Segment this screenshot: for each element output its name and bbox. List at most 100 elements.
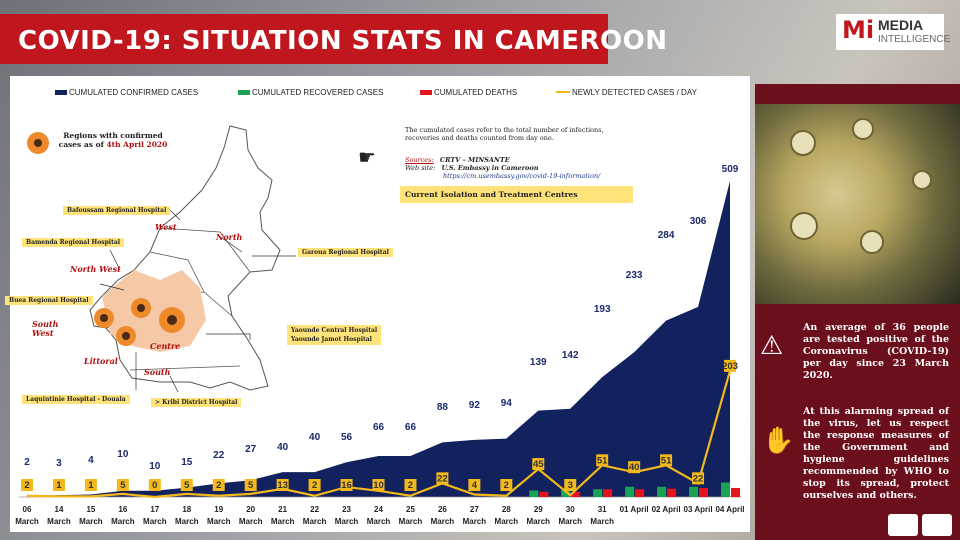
x-tick-label-month: March — [79, 517, 103, 526]
hospital-yaounde-central: Yaounde Central Hospital Yaounde Jamot H… — [287, 325, 382, 345]
new-cases-label: 203 — [722, 361, 738, 372]
new-cases-label-bg — [436, 472, 449, 485]
x-tick-label-month: March — [239, 517, 263, 526]
x-tick-label-month: March — [463, 517, 487, 526]
region-marker — [159, 307, 185, 333]
website-url[interactable]: https://cm.usembassy.gov/covid-19-inform… — [443, 172, 601, 180]
new-cases-label: 10 — [373, 480, 384, 491]
x-tick-label: 01 April — [620, 505, 649, 514]
recovered-bar — [529, 490, 539, 497]
x-tick-label-month: March — [207, 517, 231, 526]
x-tick-label: 15 — [86, 505, 95, 514]
new-cases-label: 5 — [184, 480, 190, 491]
legend-swatch-recovered — [238, 90, 250, 95]
region-south-west: South West — [32, 319, 59, 338]
new-cases-label: 51 — [661, 455, 672, 466]
region-centre: Centre — [150, 341, 181, 351]
deaths-bar — [667, 488, 677, 497]
new-cases-label: 22 — [437, 473, 448, 484]
x-tick-label: 17 — [150, 505, 159, 514]
sources-label: Sources: — [405, 156, 434, 164]
hospital-bafoussam: Bafoussam Regional Hospital — [63, 206, 171, 215]
confirmed-label: 10 — [117, 449, 129, 460]
new-cases-label-bg — [180, 479, 193, 491]
region-west: West — [155, 222, 177, 232]
new-cases-label-bg — [404, 479, 417, 491]
new-cases-label: 0 — [152, 480, 157, 491]
confirmed-label: 233 — [626, 270, 643, 281]
x-tick-label: 28 — [502, 505, 511, 514]
x-tick-label: 23 — [342, 505, 351, 514]
virus-spike — [860, 230, 884, 254]
website-label: Web site: — [405, 164, 436, 172]
new-cases-label: 2 — [408, 480, 413, 491]
new-cases-label: 1 — [56, 480, 62, 491]
new-cases-label: 4 — [472, 480, 478, 491]
recovered-bar — [593, 489, 603, 497]
confirmed-label: 3 — [56, 458, 62, 469]
new-cases-label: 51 — [597, 455, 608, 466]
logo-line2: INTELLIGENCE — [878, 34, 951, 45]
new-cases-label-bg — [340, 479, 353, 491]
virus-spike — [790, 130, 816, 156]
partner-logo — [922, 514, 952, 536]
confirmed-label: 40 — [309, 432, 321, 443]
pointing-hand-icon: ☛ — [358, 147, 376, 169]
hand-washing-icon: ✋ — [762, 425, 795, 455]
x-tick-label-month: March — [590, 517, 614, 526]
new-cases-label: 45 — [533, 459, 544, 470]
deaths-bar — [699, 488, 709, 497]
side-text-measures: At this alarming spread of the virus, le… — [803, 406, 949, 501]
x-tick-label: 06 — [23, 505, 32, 514]
confirmed-label: 139 — [530, 357, 547, 368]
new-cases-label-bg — [276, 479, 289, 491]
confirmed-label: 10 — [149, 461, 161, 472]
x-tick-label: 19 — [214, 505, 223, 514]
deaths-bar — [571, 491, 581, 497]
x-tick-label: 22 — [310, 505, 319, 514]
confirmed-label: 4 — [88, 455, 94, 466]
new-cases-label: 5 — [248, 480, 254, 491]
media-intelligence-logo: Mi MEDIA INTELLIGENCE — [836, 14, 950, 50]
recovered-bar — [657, 486, 667, 497]
confirmed-label: 94 — [501, 398, 513, 409]
hospital-yaounde-jamot-label: Yaounde Jamot Hospital — [291, 336, 372, 343]
x-tick-label: 14 — [55, 505, 64, 514]
x-tick-label: 30 — [566, 505, 575, 514]
warning-virus-icon: ⚠ — [760, 330, 784, 360]
title-banner — [0, 14, 608, 64]
x-tick-label-month: March — [431, 517, 455, 526]
x-tick-label: 16 — [118, 505, 127, 514]
deaths-bar — [635, 489, 645, 497]
legend-swatch-deaths — [420, 90, 432, 95]
deaths-bar — [539, 491, 549, 497]
x-tick-label-month: March — [111, 517, 135, 526]
cameroon-map — [27, 125, 296, 393]
confirmed-label: 22 — [213, 450, 225, 461]
new-cases-label: 2 — [24, 480, 29, 491]
new-cases-label-bg — [116, 479, 129, 491]
x-tick-label: 29 — [534, 505, 543, 514]
region-marker — [94, 308, 114, 328]
virus-spike — [790, 212, 818, 240]
x-tick-label-month: March — [143, 517, 167, 526]
legend-swatch-new — [556, 91, 570, 93]
side-text-average: An average of 36 people are tested posit… — [803, 322, 949, 381]
new-cases-label-bg — [212, 479, 225, 491]
recovered-bar — [625, 486, 635, 497]
x-tick-label-month: March — [15, 517, 39, 526]
page-title: COVID-19: SITUATION STATS IN CAMEROON — [18, 26, 668, 56]
legend-new: NEWLY DETECTED CASES / DAY — [572, 88, 697, 97]
region-north: North — [216, 232, 243, 242]
confirmed-label: 142 — [562, 350, 579, 361]
website-value: U.S. Embassy in Cameroon — [441, 164, 539, 172]
region-north-west: North West — [70, 264, 121, 274]
x-tick-label: 02 April — [652, 505, 681, 514]
x-tick-label-month: March — [495, 517, 519, 526]
confirmed-label: 284 — [658, 230, 675, 241]
x-tick-label: 20 — [246, 505, 255, 514]
x-tick-label: 24 — [374, 505, 383, 514]
recovered-bar — [689, 486, 699, 497]
new-cases-label: 13 — [277, 480, 288, 491]
